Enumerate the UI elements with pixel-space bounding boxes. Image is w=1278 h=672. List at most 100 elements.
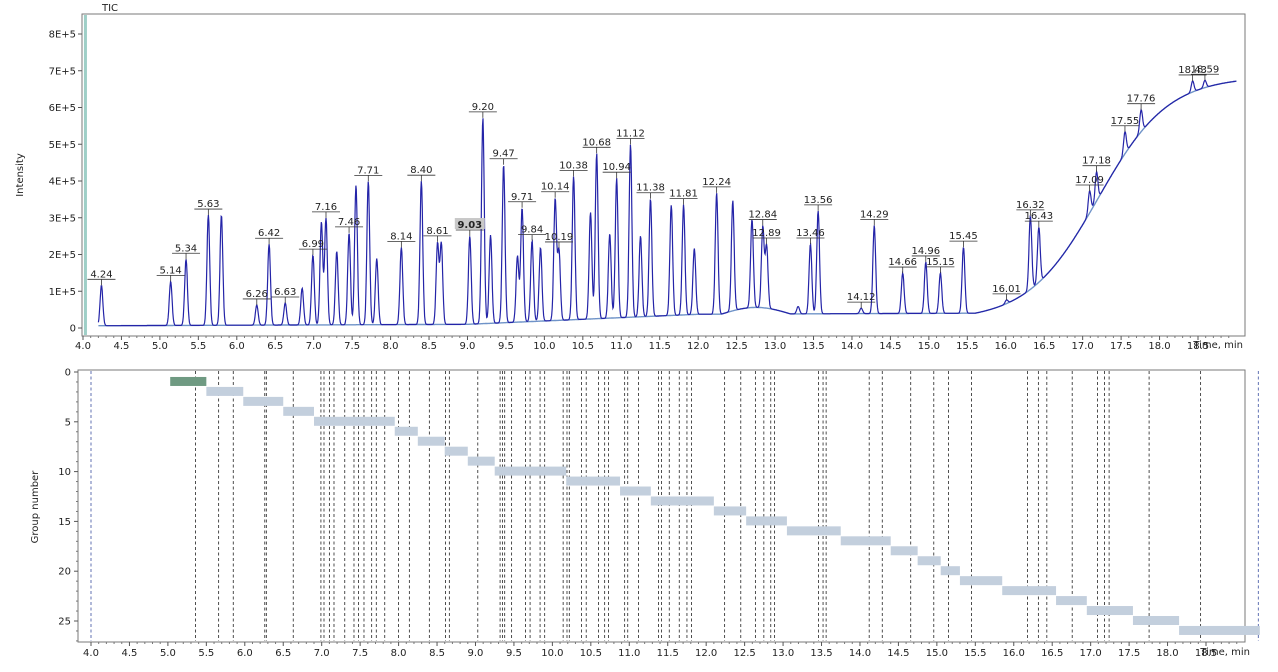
tic-x-tick-label: 13.0 bbox=[764, 341, 786, 352]
tic-x-tick-label: 10.5 bbox=[572, 341, 594, 352]
tic-x-tick-label: 11.0 bbox=[610, 341, 632, 352]
peak-label[interactable]: 17.09 bbox=[1075, 175, 1104, 186]
peak-label[interactable]: 8.14 bbox=[390, 231, 412, 242]
peak-label[interactable]: 9.84 bbox=[521, 225, 543, 236]
tic-x-tick-label: 14.0 bbox=[841, 341, 863, 352]
group-segment[interactable] bbox=[959, 576, 1003, 586]
group-x-tick-label: 7.5 bbox=[352, 648, 368, 659]
peak-label[interactable]: 7.46 bbox=[338, 217, 360, 228]
tic-x-tick-label: 17.0 bbox=[1072, 341, 1094, 352]
group-x-tick-label: 18.5 bbox=[1195, 648, 1217, 659]
tic-x-tick-label: 11.5 bbox=[649, 341, 671, 352]
peak-label[interactable]: 18.43 bbox=[1178, 65, 1207, 76]
peak-label[interactable]: 4.24 bbox=[90, 269, 112, 280]
group-segment[interactable] bbox=[494, 466, 567, 476]
group-segment[interactable] bbox=[206, 386, 244, 396]
peak-label[interactable]: 14.96 bbox=[911, 246, 940, 257]
group-segment[interactable] bbox=[283, 406, 314, 416]
peak-label[interactable]: 13.46 bbox=[796, 228, 825, 239]
group-segment[interactable] bbox=[840, 536, 891, 546]
peak-label[interactable]: 5.63 bbox=[197, 199, 219, 210]
peak-label[interactable]: 12.24 bbox=[702, 177, 731, 188]
peak-label[interactable]: 16.32 bbox=[1016, 200, 1045, 211]
tic-peak-labels: 4.24 5.14 5.34 5.63 6.26 6.42 6.63 6.99 7.167.46… bbox=[87, 64, 1220, 309]
tic-x-tick-label: 17.5 bbox=[1110, 341, 1132, 352]
tic-x-tick-label: 9.5 bbox=[498, 341, 514, 352]
group-segment[interactable] bbox=[566, 476, 621, 486]
peak-label[interactable]: 13.56 bbox=[804, 195, 833, 206]
group-segment[interactable] bbox=[243, 396, 284, 406]
peak-label[interactable]: 15.45 bbox=[949, 231, 978, 242]
peak-label[interactable]: 17.55 bbox=[1111, 116, 1140, 127]
peak-label[interactable]: 9.47 bbox=[492, 149, 514, 160]
peak-label[interactable]: 7.16 bbox=[315, 202, 337, 213]
peak-label[interactable]: 11.38 bbox=[636, 183, 665, 194]
peak-label[interactable]: 15.15 bbox=[926, 257, 955, 268]
peak-label[interactable]: 10.38 bbox=[559, 160, 588, 171]
group-segment[interactable] bbox=[713, 506, 747, 516]
peak-label[interactable]: 14.29 bbox=[860, 209, 889, 220]
group-boundary-lines bbox=[90, 371, 1259, 641]
peak-label[interactable]: 9.20 bbox=[472, 102, 494, 113]
group-segment[interactable] bbox=[940, 566, 960, 576]
peak-label[interactable]: 9.03 bbox=[457, 220, 482, 231]
peak-label[interactable]: 17.18 bbox=[1082, 156, 1111, 167]
group-segment[interactable] bbox=[1002, 586, 1057, 596]
group-segment[interactable] bbox=[444, 446, 468, 456]
peak-label[interactable]: 14.66 bbox=[888, 257, 917, 268]
peak-label[interactable]: 9.71 bbox=[511, 192, 533, 203]
peak-label[interactable]: 12.84 bbox=[748, 210, 777, 221]
group-segment[interactable] bbox=[917, 556, 941, 566]
group-segment[interactable] bbox=[650, 496, 714, 506]
group-segment[interactable] bbox=[417, 436, 445, 446]
tic-y-tick-label: 5E+5 bbox=[49, 140, 76, 151]
group-segment[interactable] bbox=[1056, 596, 1087, 606]
peak-label[interactable]: 10.68 bbox=[582, 137, 611, 148]
tic-y-tick-label: 6E+5 bbox=[49, 103, 76, 114]
tic-x-tick-label: 14.5 bbox=[879, 341, 901, 352]
peak-label[interactable]: 6.26 bbox=[246, 289, 268, 300]
group-segment[interactable] bbox=[620, 486, 651, 496]
group-x-tick-label: 15.0 bbox=[926, 648, 948, 659]
group-x-tick-label: 4.5 bbox=[121, 648, 137, 659]
peak-label[interactable]: 17.76 bbox=[1127, 94, 1156, 105]
peak-label[interactable]: 12.89 bbox=[752, 228, 781, 239]
peak-label[interactable]: 18.59 bbox=[1191, 64, 1220, 75]
peak-label[interactable]: 7.71 bbox=[357, 165, 379, 176]
tic-x-tick-label: 16.0 bbox=[995, 341, 1017, 352]
peak-label[interactable]: 6.42 bbox=[258, 228, 280, 239]
peak-label[interactable]: 14.12 bbox=[847, 292, 876, 303]
peak-label[interactable]: 5.14 bbox=[160, 265, 182, 276]
group-x-tick-label: 9.5 bbox=[506, 648, 522, 659]
group-segment[interactable] bbox=[314, 416, 395, 426]
group-segment[interactable] bbox=[746, 516, 787, 526]
group-segment[interactable] bbox=[890, 546, 918, 556]
peak-label[interactable]: 16.01 bbox=[992, 284, 1021, 295]
peak-label[interactable]: 8.40 bbox=[410, 165, 432, 176]
group-x-tick-label: 9.0 bbox=[468, 648, 484, 659]
peak-label[interactable]: 10.19 bbox=[545, 232, 574, 243]
group-segment[interactable] bbox=[1086, 606, 1133, 616]
peak-label[interactable]: 11.12 bbox=[616, 128, 645, 139]
tic-x-axis-title: Time, min bbox=[1192, 340, 1243, 351]
peak-label[interactable]: 6.63 bbox=[274, 287, 296, 298]
group-segment[interactable] bbox=[1132, 616, 1180, 625]
group-x-tick-label: 10.5 bbox=[580, 648, 602, 659]
peak-label[interactable]: 16.43 bbox=[1025, 211, 1054, 222]
peak-label[interactable]: 10.94 bbox=[602, 162, 631, 173]
group-segment[interactable] bbox=[1179, 625, 1260, 635]
group-segment[interactable] bbox=[467, 456, 495, 466]
group-x-tick-label: 14.0 bbox=[849, 648, 871, 659]
peak-label[interactable]: 10.14 bbox=[541, 182, 570, 193]
peak-label[interactable]: 11.81 bbox=[669, 189, 698, 200]
peak-label[interactable]: 8.61 bbox=[426, 226, 448, 237]
group-x-tick-label: 8.5 bbox=[429, 648, 445, 659]
group-segment-active[interactable] bbox=[170, 376, 207, 386]
group-segment[interactable] bbox=[786, 526, 841, 536]
peak-label[interactable]: 6.99 bbox=[302, 239, 324, 250]
group-x-tick-label: 17.0 bbox=[1080, 648, 1102, 659]
group-y-tick-label: 10 bbox=[58, 467, 71, 478]
peak-label[interactable]: 5.34 bbox=[175, 243, 197, 254]
group-segment[interactable] bbox=[394, 426, 418, 436]
